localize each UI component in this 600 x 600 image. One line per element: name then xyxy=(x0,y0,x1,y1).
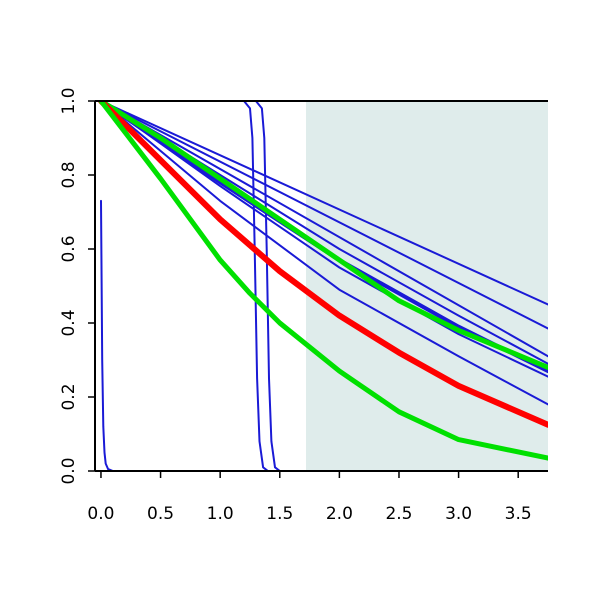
series-layer xyxy=(98,101,548,471)
x-tick-label: 2.0 xyxy=(326,504,353,524)
series-line-3 xyxy=(100,101,548,358)
x-tick-label: 3.0 xyxy=(445,504,472,524)
series-line-7 xyxy=(100,101,548,406)
series-line-11 xyxy=(98,101,548,370)
x-tick-label: 0.0 xyxy=(87,504,114,524)
x-tick-label: 0.5 xyxy=(147,504,174,524)
series-line-12 xyxy=(98,101,548,428)
x-tick-label: 1.0 xyxy=(207,504,234,524)
y-tick-label: 1.0 xyxy=(59,87,79,114)
series-line-13 xyxy=(98,101,548,461)
series-line-6 xyxy=(100,101,548,378)
shaded-region xyxy=(306,101,548,471)
series-line-2 xyxy=(100,101,548,330)
x-tick-label: 1.5 xyxy=(266,504,293,524)
x-tick-label: 3.5 xyxy=(505,504,532,524)
series-line-9 xyxy=(100,101,548,471)
y-tick-label: 0.0 xyxy=(59,457,79,484)
y-tick-label: 0.4 xyxy=(59,309,79,336)
y-tick-label: 0.6 xyxy=(59,235,79,262)
axis-layer: 0.0 0.5 1.0 1.5 2.0 2.5 3.0 3.5 0.0 0.2 0.4 0.6 0.8 1… xyxy=(59,87,548,524)
x-tick-label: 2.5 xyxy=(385,504,412,524)
y-tick-label: 0.2 xyxy=(59,383,79,410)
y-tick-label: 0.8 xyxy=(59,161,79,188)
series-line-1 xyxy=(100,101,548,306)
